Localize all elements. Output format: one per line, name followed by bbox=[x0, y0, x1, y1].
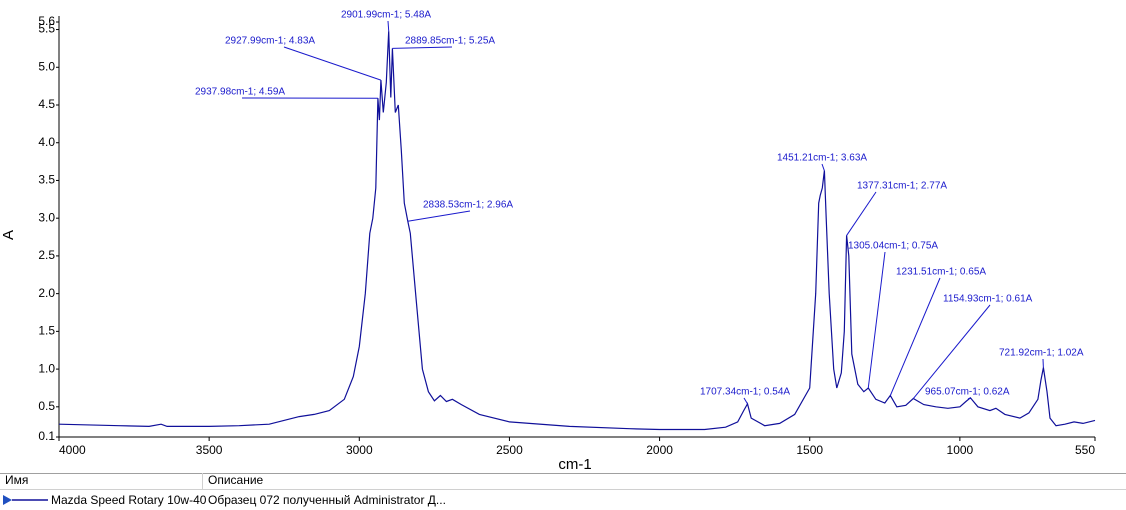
x-tick-label: 1500 bbox=[796, 443, 823, 457]
peak-label: 1231.51cm-1; 0.65A bbox=[896, 267, 986, 278]
y-tick-label: 0.5 bbox=[38, 399, 55, 413]
y-tick-label: 5.5 bbox=[38, 22, 55, 36]
y-tick-label: 3.5 bbox=[38, 173, 55, 187]
peak-label: 2937.98cm-1; 4.59A bbox=[195, 87, 285, 98]
legend-name[interactable]: Mazda Speed Rotary 10w-40 bbox=[51, 493, 207, 507]
peak-leader bbox=[889, 277, 941, 396]
y-tick-label: 0.1 bbox=[38, 429, 55, 443]
y-tick-label: 2.5 bbox=[38, 248, 55, 262]
y-tick-label: 2.0 bbox=[38, 286, 55, 300]
y-axis-label: A bbox=[0, 230, 17, 240]
row-icon bbox=[3, 495, 12, 505]
peak-label: 2927.99cm-1; 4.83A bbox=[225, 36, 315, 47]
x-tick-label: 4000 bbox=[59, 443, 86, 457]
peak-label: 721.92cm-1; 1.02A bbox=[999, 348, 1084, 359]
peak-label: 965.07cm-1; 0.62A bbox=[925, 387, 1010, 398]
spectrum-line bbox=[58, 31, 1096, 431]
peak-leader bbox=[743, 397, 748, 405]
column-header[interactable]: Имя bbox=[5, 473, 28, 487]
peak-leader bbox=[283, 46, 382, 81]
peak-leader bbox=[912, 304, 991, 399]
peak-label: 1707.34cm-1; 0.54A bbox=[700, 387, 790, 398]
peak-label: 1154.93cm-1; 0.61A bbox=[943, 294, 1033, 305]
x-axis-label: cm-1 bbox=[558, 456, 591, 473]
x-tick-label: 2500 bbox=[496, 443, 523, 457]
row-description[interactable]: Образец 072 полученный Administrator Д..… bbox=[208, 493, 446, 507]
peak-label: 1451.21cm-1; 3.63A bbox=[777, 153, 867, 164]
peak-leader bbox=[821, 163, 825, 171]
peak-label: 2889.85cm-1; 5.25A bbox=[405, 36, 495, 47]
peak-label: 2838.53cm-1; 2.96A bbox=[423, 200, 513, 211]
peak-label: 1305.04cm-1; 0.75A bbox=[848, 241, 938, 252]
y-tick-label: 3.0 bbox=[38, 210, 55, 224]
peak-leader bbox=[867, 251, 886, 389]
x-tick-label: 2000 bbox=[646, 443, 673, 457]
x-tick-label: 1000 bbox=[947, 443, 974, 457]
peak-leader bbox=[967, 397, 971, 400]
x-tick-label: 550 bbox=[1075, 443, 1095, 457]
y-tick-label: 4.5 bbox=[38, 97, 55, 111]
peak-leader bbox=[846, 191, 877, 236]
list-panel bbox=[0, 473, 1126, 510]
y-tick-label: 5.6 bbox=[38, 14, 55, 28]
x-tick-label: 3000 bbox=[346, 443, 373, 457]
x-tick-label: 3500 bbox=[196, 443, 223, 457]
peak-leader bbox=[407, 210, 471, 222]
peak-label: 1377.31cm-1; 2.77A bbox=[857, 181, 947, 192]
peak-label: 2901.99cm-1; 5.48A bbox=[341, 10, 431, 21]
y-tick-label: 1.0 bbox=[38, 361, 55, 375]
peak-leader bbox=[387, 20, 390, 32]
column-header[interactable]: Описание bbox=[208, 473, 264, 487]
y-tick-label: 1.5 bbox=[38, 324, 55, 338]
y-tick-label: 5.0 bbox=[38, 59, 55, 73]
y-tick-label: 4.0 bbox=[38, 135, 55, 149]
peak-leader bbox=[392, 46, 453, 49]
